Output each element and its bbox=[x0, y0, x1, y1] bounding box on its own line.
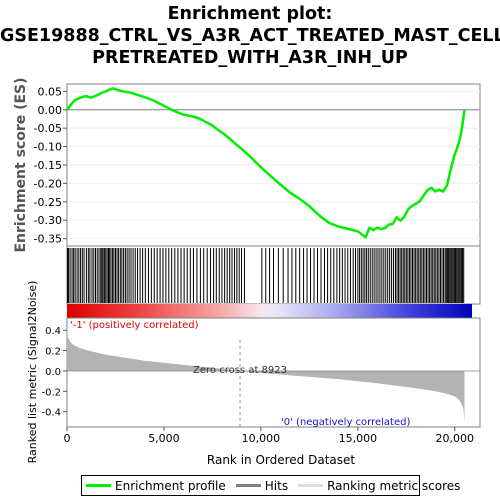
legend-swatch-enrichment bbox=[86, 484, 111, 487]
title-line-3: PRETREATED_WITH_A3R_INH_UP bbox=[92, 48, 408, 68]
metric-y-axis: 0.4 0.2 0.0 -0.2 -0.4 bbox=[41, 326, 67, 419]
x-tick-label: 10,000 bbox=[242, 432, 281, 445]
x-tick-label: 5,000 bbox=[148, 432, 180, 445]
es-y-tick-label: 0.00 bbox=[38, 104, 63, 117]
metric-y-tick-label: -0.2 bbox=[41, 387, 61, 398]
es-y-tick-label: 0.05 bbox=[38, 85, 63, 98]
es-y-tick-label: -0.30 bbox=[34, 214, 62, 227]
legend: Enrichment profile Hits Ranking metric s… bbox=[81, 475, 460, 496]
es-y-tick-label: -0.25 bbox=[34, 196, 62, 209]
metric-y-axis-label: Ranked list metric (Signal2Noise) bbox=[26, 281, 39, 464]
x-tick-label: 15,000 bbox=[339, 432, 378, 445]
chart-title: Enrichment plot: GSE19888_CTRL_VS_A3R_AC… bbox=[0, 3, 500, 69]
metric-y-tick-label: 0.2 bbox=[45, 347, 61, 358]
metric-y-tick-label: 0.4 bbox=[45, 326, 61, 337]
positive-correlation-label: '-1' (positively correlated) bbox=[70, 320, 199, 331]
zero-cross-label: Zero cross at 8923 bbox=[193, 365, 287, 376]
es-y-tick-label: -0.15 bbox=[34, 159, 62, 172]
legend-label-hits: Hits bbox=[264, 478, 289, 493]
title-line-2: GSE19888_CTRL_VS_A3R_ACT_TREATED_MAST_CE… bbox=[0, 26, 500, 46]
legend-label-enrichment: Enrichment profile bbox=[115, 478, 226, 493]
x-tick-label: 0 bbox=[64, 432, 71, 445]
hit-bars bbox=[67, 248, 465, 303]
es-y-tick-label: -0.05 bbox=[34, 122, 62, 135]
enrichment-profile-line bbox=[66, 87, 466, 239]
legend-item-enrichment: Enrichment profile bbox=[86, 479, 226, 493]
x-tick-label: 20,000 bbox=[436, 432, 475, 445]
es-y-tick-label: -0.20 bbox=[34, 177, 62, 190]
ranking-metric-area bbox=[67, 324, 465, 422]
legend-item-metric: Ranking metric scores bbox=[298, 479, 460, 493]
legend-label-metric: Ranking metric scores bbox=[327, 478, 461, 493]
metric-y-tick-label: -0.4 bbox=[41, 408, 61, 419]
es-y-tick-label: -0.10 bbox=[34, 141, 62, 154]
es-y-axis-label: Enrichment score (ES) bbox=[13, 77, 29, 252]
es-y-tick-label: -0.35 bbox=[34, 233, 62, 246]
legend-item-hits: Hits bbox=[235, 478, 289, 493]
negative-correlation-label: '0' (negatively correlated) bbox=[281, 417, 410, 428]
legend-swatch-metric bbox=[298, 484, 324, 487]
x-axis: 0 5,000 10,000 15,000 20,000 bbox=[64, 427, 475, 445]
legend-swatch-hits bbox=[235, 484, 261, 487]
x-axis-label: Rank in Ordered Dataset bbox=[207, 453, 355, 467]
title-line-1: Enrichment plot: bbox=[167, 4, 333, 24]
metric-y-tick-label: 0.0 bbox=[45, 367, 61, 378]
es-y-axis: 0.05 0.00 -0.05 -0.10 -0.15 -0.20 -0.25 -0.30 -0… bbox=[34, 85, 67, 246]
rank-color-bar bbox=[67, 304, 472, 318]
